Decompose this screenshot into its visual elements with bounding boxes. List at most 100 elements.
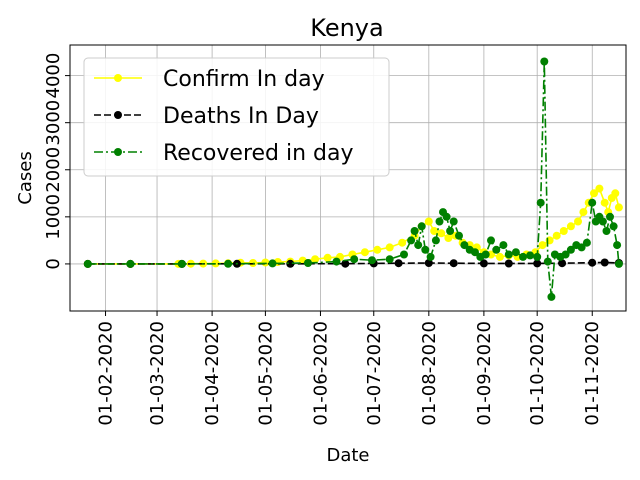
data-point [421,245,430,254]
data-point [487,236,495,245]
legend: Confirm In day Deaths In Day Recovered in … [83,57,390,177]
data-point [606,212,614,221]
data-point [558,259,567,268]
y-tick-label: 4000 [43,53,64,99]
data-point [566,245,575,254]
data-point [430,227,439,235]
data-point [385,243,394,252]
data-point [504,259,513,268]
data-point [600,198,609,207]
data-point [519,252,527,261]
data-point [311,255,320,264]
legend-swatch-marker [114,111,122,119]
data-point [611,189,620,198]
tick-layer: 01-02-2020 01-03-2020 01-04-2020 01-05-2020… [43,53,603,426]
x-tick-label: 01-04-2020 [202,321,223,426]
data-point [613,241,622,250]
data-point [547,292,556,301]
legend-entry: Recovered in day [94,141,354,166]
data-point [268,259,277,268]
data-point [595,184,604,193]
data-point [588,198,597,207]
data-point [538,241,547,250]
x-axis-label: Date [326,445,369,466]
x-tick-label: 01-02-2020 [96,321,117,426]
data-point [177,259,186,268]
x-tick-label: 01-11-2020 [582,321,603,426]
x-tick-label: 01-06-2020 [310,321,331,426]
data-point [577,243,586,252]
data-point [442,212,451,221]
y-tick-label: 3000 [43,100,64,146]
data-point [400,250,408,259]
y-tick-label: 1000 [43,194,64,240]
data-point [424,259,433,267]
data-point [574,217,582,226]
data-point [304,259,312,267]
x-tick-label: 01-09-2020 [474,321,495,426]
legend-entry: Deaths In Day [94,104,319,129]
data-point [566,222,575,231]
x-tick-label: 01-05-2020 [255,321,276,426]
legend-box [83,57,390,177]
data-point [588,258,597,267]
data-point [561,250,570,259]
x-tick-label: 01-07-2020 [364,321,385,426]
data-point [609,222,618,231]
y-axis-label: Cases [15,151,36,204]
data-point [526,251,535,260]
data-point [600,258,609,267]
data-point [407,236,416,245]
data-point [323,253,332,262]
data-point [582,238,591,247]
data-point [602,227,611,235]
data-point [360,248,369,257]
data-point [598,217,607,226]
series-layer [83,57,623,301]
data-point [373,245,382,254]
data-point [511,248,520,257]
data-point [417,222,426,231]
legend-entry: Confirm In day [94,67,325,92]
legend-label: Recovered in day [163,141,354,166]
data-point [394,259,403,268]
data-point [543,257,552,266]
legend-swatch-marker [114,148,122,156]
x-tick-label: 01-08-2020 [419,321,440,426]
data-point [224,259,233,268]
data-point [590,189,598,198]
data-point [424,217,433,226]
series-2 [83,57,623,301]
data-point [533,259,542,268]
data-point [614,259,623,268]
data-point [414,241,423,250]
data-point [431,236,440,245]
data-point [481,250,490,259]
data-point [437,229,446,238]
plot-area-frame [69,44,627,312]
data-point [332,257,341,266]
data-point [368,256,376,265]
data-point [536,198,545,207]
data-point [341,259,350,268]
data-point [552,231,561,240]
data-point [455,231,463,240]
chart-title: Kenya [310,14,383,42]
data-point [533,252,542,261]
data-point [435,217,444,226]
data-point [579,208,588,217]
x-tick-label: 01-10-2020 [527,321,548,426]
data-point [492,245,501,254]
data-point [449,259,458,268]
data-point [261,258,270,267]
data-point [385,255,394,264]
y-tick-label: 0 [43,258,64,269]
data-point [286,259,295,268]
data-point [410,227,419,235]
data-point [495,252,504,261]
data-point [460,241,469,250]
data-point [83,259,92,268]
y-tick-label: 2000 [43,147,64,193]
data-point [471,248,479,257]
